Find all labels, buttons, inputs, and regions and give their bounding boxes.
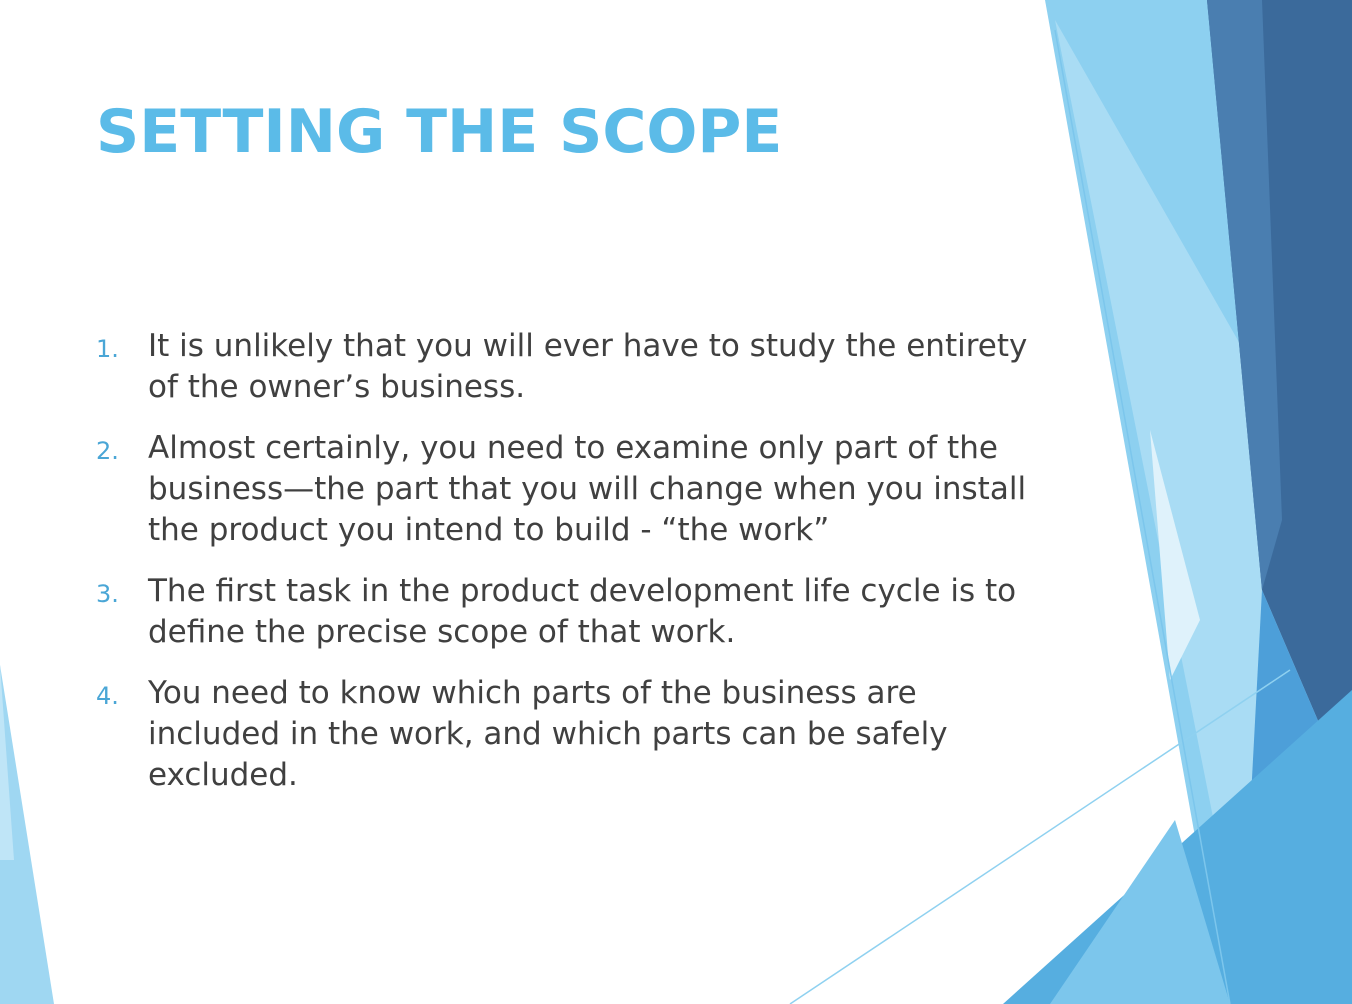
numbered-list: 1. It is unlikely that you will ever hav…	[94, 326, 1034, 816]
list-item: 3. The first task in the product develop…	[94, 571, 1034, 653]
list-item-text: You need to know which parts of the busi…	[148, 675, 948, 793]
thin-line-vertical	[1054, 29, 1231, 1004]
pale-sliver	[1150, 430, 1200, 680]
list-item-text: The first task in the product developmen…	[148, 573, 1017, 650]
list-number: 3.	[96, 580, 119, 608]
list-item-text: Almost certainly, you need to examine on…	[148, 430, 1027, 548]
list-item: 4. You need to know which parts of the b…	[94, 673, 1034, 796]
slide-title: SETTING THE SCOPE	[96, 97, 783, 167]
list-item-text: It is unlikely that you will ever have t…	[148, 328, 1028, 405]
list-number: 1.	[96, 335, 119, 363]
list-number: 4.	[96, 682, 119, 710]
list-item: 2. Almost certainly, you need to examine…	[94, 428, 1034, 551]
list-number: 2.	[96, 437, 119, 465]
right-dark-shade	[1207, 0, 1282, 590]
list-item: 1. It is unlikely that you will ever hav…	[94, 326, 1034, 408]
left-sliver-shape	[0, 665, 54, 1004]
thin-line-diagonal	[789, 669, 1291, 1004]
bottom-light-shape	[1050, 820, 1230, 1004]
left-sliver-shadow	[0, 665, 14, 860]
